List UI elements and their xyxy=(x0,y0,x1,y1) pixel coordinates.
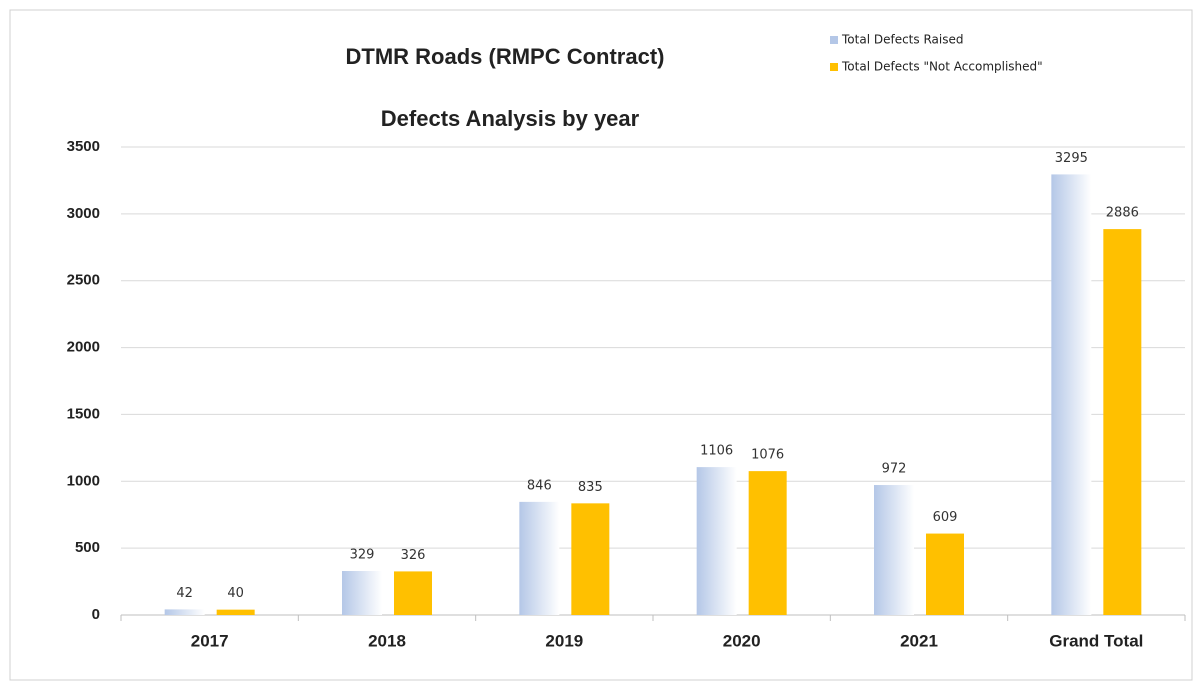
x-tick-label: Grand Total xyxy=(1049,631,1143,650)
data-label: 42 xyxy=(176,586,193,601)
data-label: 609 xyxy=(933,510,958,525)
data-label: 40 xyxy=(227,586,244,601)
y-tick-label: 2000 xyxy=(67,339,100,356)
bar xyxy=(216,609,255,615)
bar xyxy=(342,571,382,615)
legend-swatch xyxy=(830,36,838,44)
bar xyxy=(571,503,610,615)
bar xyxy=(926,533,964,615)
y-tick-label: 500 xyxy=(75,539,100,556)
chart-title: DTMR Roads (RMPC Contract) xyxy=(346,44,665,69)
bar xyxy=(874,485,914,615)
data-label: 972 xyxy=(882,462,907,477)
data-label: 846 xyxy=(527,478,552,493)
x-tick-label: 2020 xyxy=(723,631,761,650)
data-label: 3295 xyxy=(1055,151,1088,166)
y-tick-label: 2500 xyxy=(67,272,100,289)
y-tick-label: 3500 xyxy=(67,138,100,155)
bar xyxy=(164,609,205,615)
legend-swatch xyxy=(830,63,838,71)
data-label: 1106 xyxy=(700,444,733,459)
data-label: 326 xyxy=(401,548,426,563)
bar xyxy=(394,571,432,615)
chart-subtitle: Defects Analysis by year xyxy=(381,106,640,131)
bar xyxy=(748,471,787,615)
bar xyxy=(696,467,737,615)
data-label: 2886 xyxy=(1106,206,1139,221)
y-tick-label: 3000 xyxy=(67,205,100,222)
x-tick-label: 2017 xyxy=(191,631,229,650)
y-tick-label: 1000 xyxy=(67,472,100,489)
legend-label: Total Defects Raised xyxy=(841,33,963,47)
x-tick-label: 2018 xyxy=(368,631,406,650)
x-tick-label: 2021 xyxy=(900,631,938,650)
legend-label: Total Defects "Not Accomplished" xyxy=(841,60,1043,74)
bar xyxy=(1103,229,1142,615)
data-label: 1076 xyxy=(751,448,784,463)
data-label: 835 xyxy=(578,480,603,495)
x-tick-label: 2019 xyxy=(545,631,583,650)
data-label: 329 xyxy=(350,548,375,563)
y-tick-label: 1500 xyxy=(67,405,100,422)
y-tick-label: 0 xyxy=(92,606,100,623)
bar xyxy=(519,501,560,615)
bar xyxy=(1051,174,1092,615)
